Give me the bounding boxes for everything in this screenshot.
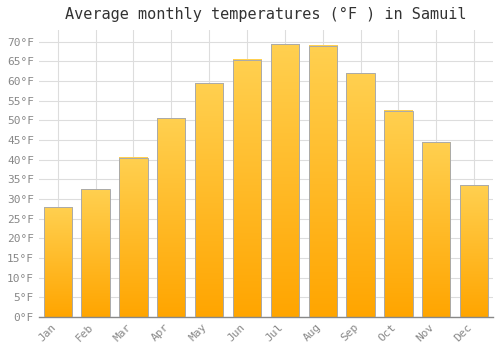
Bar xyxy=(308,46,337,317)
Bar xyxy=(44,207,72,317)
Bar xyxy=(384,111,412,317)
Bar xyxy=(233,60,261,317)
Bar xyxy=(82,189,110,317)
Bar xyxy=(157,118,186,317)
Bar xyxy=(270,44,299,317)
Bar xyxy=(422,142,450,317)
Bar xyxy=(460,185,488,317)
Bar xyxy=(195,83,224,317)
Bar xyxy=(119,158,148,317)
Title: Average monthly temperatures (°F ) in Samuil: Average monthly temperatures (°F ) in Sa… xyxy=(65,7,466,22)
Bar xyxy=(346,73,375,317)
